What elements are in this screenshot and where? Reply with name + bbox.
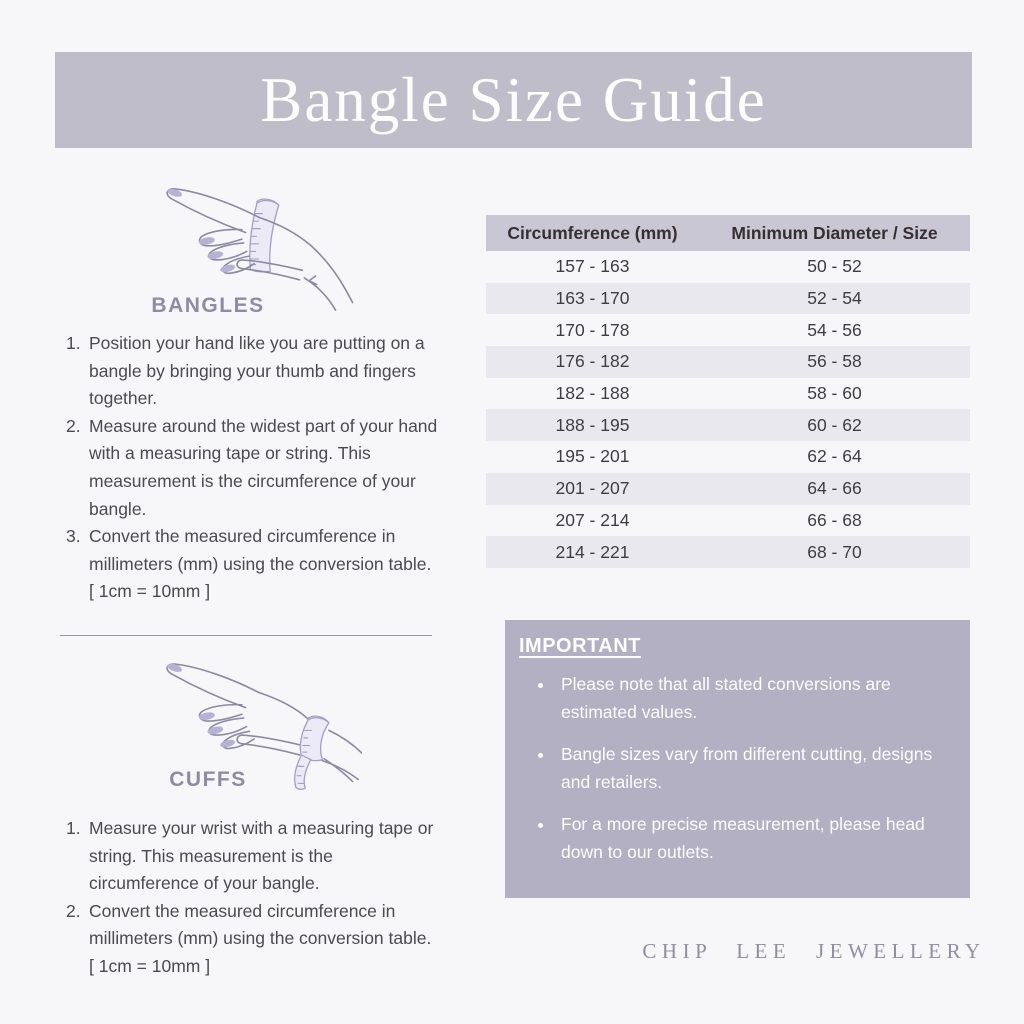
important-bullets: Please note that all stated conversions … [555, 670, 948, 866]
circumference-cell: 201 - 207 [555, 478, 630, 499]
table-row: 170 - 178 54 - 56 [486, 314, 970, 346]
diameter-cell: 50 - 52 [807, 256, 862, 277]
column-header-diameter: Minimum Diameter / Size [698, 215, 970, 251]
circumference-cell: 170 - 178 [555, 319, 630, 340]
important-note: Bangle sizes vary from different cutting… [555, 740, 948, 796]
diameter-cell: 60 - 62 [807, 414, 862, 435]
title-banner: Bangle Size Guide [55, 52, 972, 148]
important-heading: IMPORTANT [519, 635, 641, 657]
instruction-step: Position your hand like you are putting … [66, 330, 425, 409]
instruction-step: Convert the measured circumference in mi… [66, 898, 432, 976]
table-row: 214 - 221 68 - 70 [486, 536, 970, 568]
bangles-hand-illustration [166, 188, 354, 311]
table-row: 207 - 214 66 - 68 [486, 505, 970, 537]
cuffs-hand-illustration [166, 663, 362, 791]
table-header-row: Circumference (mm) Minimum Diameter / Si… [486, 215, 970, 251]
page-title: Bangle Size Guide [260, 64, 767, 135]
column-header-circumference: Circumference (mm) [486, 215, 699, 251]
table-row: 201 - 207 64 - 66 [486, 472, 970, 505]
circumference-cell: 214 - 221 [555, 541, 630, 562]
diameter-cell: 56 - 58 [807, 351, 862, 372]
circumference-cell: 195 - 201 [555, 446, 630, 467]
circumference-cell: 188 - 195 [555, 414, 630, 435]
brand-footer: CHIP LEE JEWELLERY [640, 912, 980, 990]
diameter-cell: 62 - 64 [807, 446, 862, 467]
bangles-heading: BANGLES [151, 294, 265, 317]
circumference-cell: 176 - 182 [555, 351, 630, 372]
table-row: 182 - 188 58 - 60 [486, 378, 970, 410]
instruction-step: Convert the measured circumference in mi… [66, 523, 432, 602]
table-row: 157 - 163 50 - 52 [486, 251, 970, 283]
important-note: Please note that all stated conversions … [555, 670, 948, 726]
diameter-cell: 52 - 54 [807, 288, 862, 309]
diameter-cell: 58 - 60 [807, 383, 862, 404]
circumference-cell: 182 - 188 [555, 383, 630, 404]
table-row: 176 - 182 56 - 58 [486, 346, 970, 378]
important-box: IMPORTANT Please note that all stated co… [505, 620, 970, 898]
important-note: For a more precise measurement, please h… [555, 810, 948, 866]
size-table: Circumference (mm) Minimum Diameter / Si… [486, 215, 970, 568]
table-row: 188 - 195 60 - 62 [486, 409, 970, 442]
bangles-steps: Position your hand like you are putting … [66, 330, 438, 606]
circumference-cell: 207 - 214 [555, 509, 630, 530]
section-divider [60, 635, 432, 636]
instruction-step: Measure your wrist with a measuring tape… [66, 815, 434, 894]
circumference-cell: 157 - 163 [555, 256, 630, 277]
circumference-cell: 163 - 170 [555, 288, 630, 309]
brand-name: CHIP LEE JEWELLERY [642, 938, 986, 963]
diameter-cell: 64 - 66 [807, 478, 862, 499]
table-row: 195 - 201 62 - 64 [486, 441, 970, 473]
diameter-cell: 66 - 68 [807, 509, 862, 530]
diameter-cell: 68 - 70 [807, 541, 862, 562]
cuffs-steps: Measure your wrist with a measuring tape… [66, 815, 438, 981]
diameter-cell: 54 - 56 [807, 319, 862, 340]
instruction-step: Measure around the widest part of your h… [66, 413, 438, 519]
cuffs-heading: CUFFS [169, 768, 247, 791]
table-row: 163 - 170 52 - 54 [486, 282, 970, 315]
